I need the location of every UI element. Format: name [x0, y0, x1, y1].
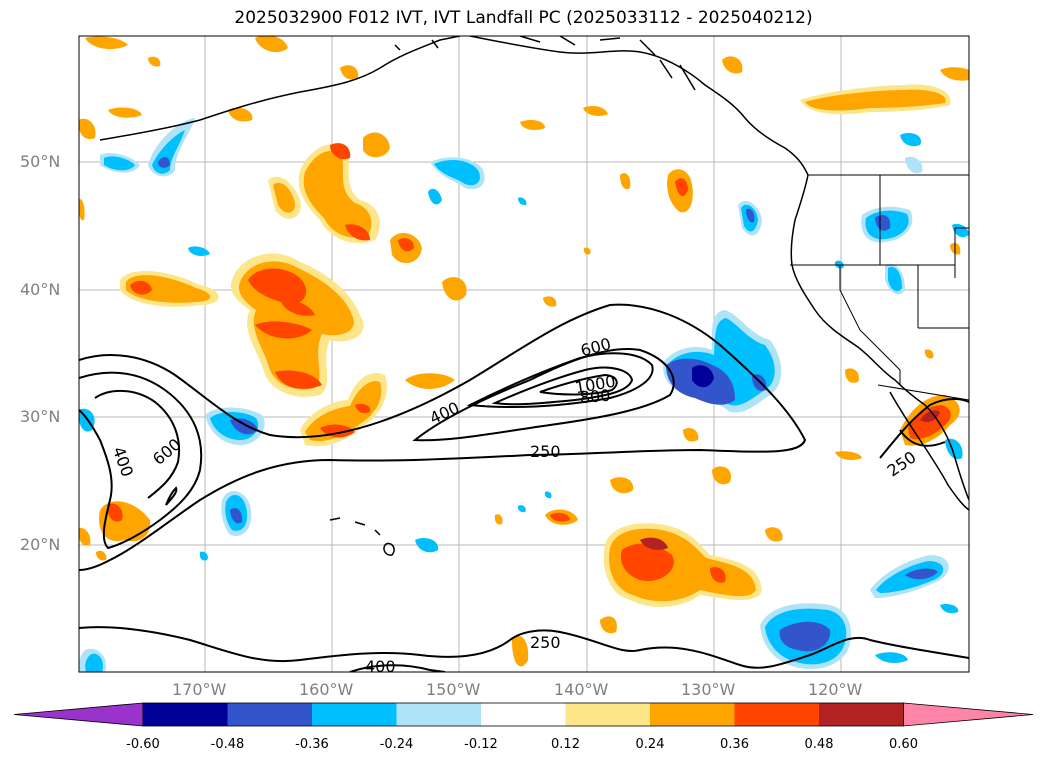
- lon-tick-120w: 120°W: [808, 680, 863, 699]
- colorbar-extend-low: [13, 702, 144, 727]
- lon-tick-150w: 150°W: [426, 680, 481, 699]
- map-frame: [78, 35, 970, 673]
- contour-labels: 400 600 1000 800 600 400 250 250 250 400: [109, 334, 920, 676]
- lon-tick-160w: 160°W: [299, 680, 354, 699]
- colorbar-segment: [650, 703, 735, 726]
- colorbar-segment: [396, 703, 482, 726]
- map-title: 2025032900 F012 IVT, IVT Landfall PC (20…: [234, 8, 813, 28]
- negative-anomaly-patches: [79, 118, 969, 672]
- lon-tick-140w: 140°W: [554, 680, 609, 699]
- colorbar-tick-label: 0.60: [889, 737, 918, 752]
- colorbar-tick-label: -0.36: [295, 737, 329, 752]
- colorbar-extend-high: [903, 702, 1034, 727]
- colorbar-segment: [227, 703, 313, 726]
- contour-label: 250: [530, 442, 561, 461]
- positive-anomaly-patches: [79, 36, 969, 667]
- colorbar-tick-label: 0.48: [804, 737, 834, 752]
- colorbar-segment: [481, 703, 566, 726]
- lat-tick-40: 40°N: [20, 280, 61, 299]
- colorbar-tick-label: -0.48: [210, 737, 245, 752]
- borders: [790, 174, 969, 401]
- contour-label: 800: [579, 386, 611, 408]
- lat-tick-30: 30°N: [20, 407, 61, 426]
- colorbar-tick-label: 0.12: [551, 737, 580, 752]
- lon-tick-130w: 130°W: [681, 680, 736, 699]
- ivt-contours: [79, 303, 969, 672]
- colorbar-segment: [565, 703, 651, 726]
- colorbar: [13, 702, 1034, 727]
- colorbar-tick-label: -0.12: [464, 737, 498, 752]
- colorbar-tick-label: 0.36: [720, 737, 749, 752]
- contour-label: 400: [365, 657, 396, 676]
- lat-tick-50: 50°N: [20, 152, 61, 171]
- colorbar-segment: [143, 703, 228, 726]
- lat-tick-20: 20°N: [20, 535, 61, 554]
- colorbar-tick-label: -0.24: [379, 737, 414, 752]
- colorbar-tick-label: -0.60: [126, 737, 160, 752]
- colorbar-tick-label: 0.24: [635, 737, 665, 752]
- lon-tick-170w: 170°W: [172, 680, 227, 699]
- coastlines: [99, 36, 969, 556]
- colorbar-segment: [819, 703, 904, 726]
- colorbar-segment: [734, 703, 820, 726]
- contour-label: 250: [530, 633, 561, 652]
- colorbar-segment: [312, 703, 397, 726]
